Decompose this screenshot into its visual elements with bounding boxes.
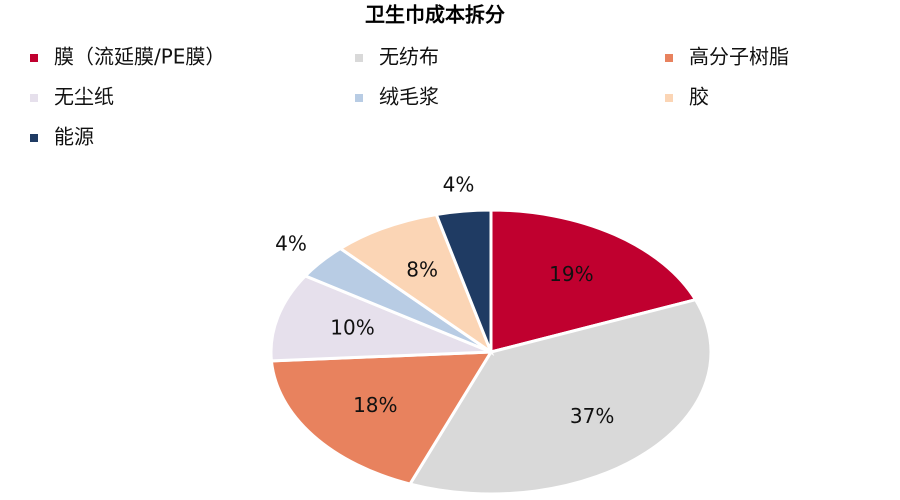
chart-title: 卫生巾成本拆分: [365, 3, 505, 27]
legend-label: 高分子树脂: [689, 45, 789, 69]
data-label: 19%: [549, 262, 593, 286]
pie-slice: [407, 297, 713, 496]
legend-marker: [355, 54, 363, 62]
legend-marker: [355, 94, 363, 102]
legend-label: 无纺布: [379, 45, 439, 69]
legend-label: 膜（流延膜/PE膜）: [54, 45, 225, 69]
data-label: 37%: [570, 404, 614, 428]
legend-marker: [30, 134, 38, 142]
legend-marker: [665, 54, 673, 62]
legend-label: 无尘纸: [54, 85, 114, 109]
data-label: 18%: [353, 393, 397, 417]
pie-slice: [434, 208, 493, 353]
pie-slice: [269, 274, 492, 363]
data-label: 4%: [275, 232, 307, 256]
pie-slice: [489, 208, 698, 354]
legend-marker: [30, 54, 38, 62]
legend-marker: [30, 94, 38, 102]
legend-label: 能源: [54, 125, 94, 149]
data-label: 8%: [406, 258, 438, 282]
data-label: 10%: [330, 316, 374, 340]
legend-label: 绒毛浆: [379, 85, 439, 109]
legend-marker: [665, 94, 673, 102]
data-label: 4%: [443, 172, 475, 196]
pie-slice: [269, 350, 494, 486]
legend-label: 胶: [689, 85, 709, 109]
pie-slice: [337, 212, 495, 357]
